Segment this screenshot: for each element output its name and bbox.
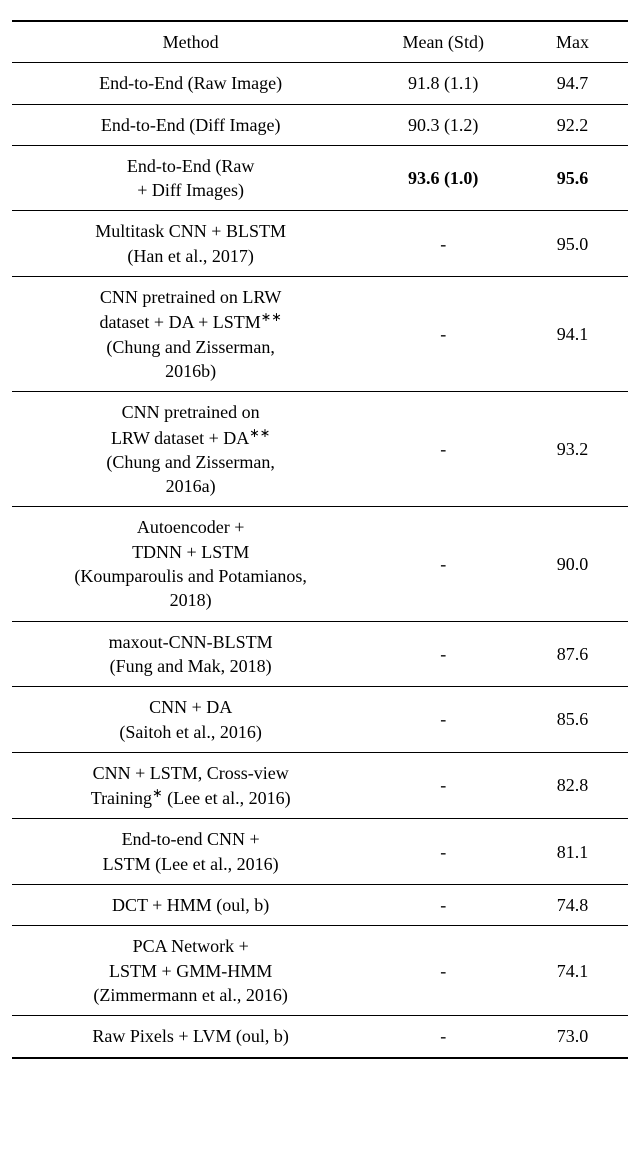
method-cell: Autoencoder +TDNN + LSTM(Koumparoulis an… xyxy=(12,507,369,621)
max-cell: 87.6 xyxy=(517,621,628,687)
table-row: End-to-End (Raw+ Diff Images)93.6 (1.0)9… xyxy=(12,145,628,211)
method-cell: CNN + DA(Saitoh et al., 2016) xyxy=(12,687,369,753)
table-row: maxout-CNN-BLSTM(Fung and Mak, 2018)-87.… xyxy=(12,621,628,687)
mean-cell: - xyxy=(369,211,517,277)
table-row: End-to-End (Diff Image)90.3 (1.2)92.2 xyxy=(12,104,628,145)
mean-cell: 91.8 (1.1) xyxy=(369,63,517,104)
table-row: CNN pretrained on LRWdataset + DA + LSTM… xyxy=(12,277,628,392)
max-cell: 81.1 xyxy=(517,819,628,885)
method-cell: End-to-End (Raw Image) xyxy=(12,63,369,104)
mean-cell: 93.6 (1.0) xyxy=(369,145,517,211)
mean-cell: 90.3 (1.2) xyxy=(369,104,517,145)
results-table: Method Mean (Std) Max End-to-End (Raw Im… xyxy=(12,20,628,1059)
method-cell: maxout-CNN-BLSTM(Fung and Mak, 2018) xyxy=(12,621,369,687)
max-cell: 94.7 xyxy=(517,63,628,104)
method-cell: DCT + HMM (oul, b) xyxy=(12,885,369,926)
table-row: Autoencoder +TDNN + LSTM(Koumparoulis an… xyxy=(12,507,628,621)
mean-cell: - xyxy=(369,819,517,885)
mean-cell: - xyxy=(369,687,517,753)
table-row: End-to-End (Raw Image)91.8 (1.1)94.7 xyxy=(12,63,628,104)
mean-cell: - xyxy=(369,926,517,1016)
table-row: Multitask CNN + BLSTM(Han et al., 2017)-… xyxy=(12,211,628,277)
table-header-row: Method Mean (Std) Max xyxy=(12,21,628,63)
col-header-mean: Mean (Std) xyxy=(369,21,517,63)
table-bottom-rule xyxy=(12,1058,628,1059)
max-cell: 74.8 xyxy=(517,885,628,926)
table-body: End-to-End (Raw Image)91.8 (1.1)94.7End-… xyxy=(12,63,628,1058)
method-cell: Multitask CNN + BLSTM(Han et al., 2017) xyxy=(12,211,369,277)
mean-cell: - xyxy=(369,1016,517,1058)
method-cell: End-to-end CNN +LSTM (Lee et al., 2016) xyxy=(12,819,369,885)
mean-cell: - xyxy=(369,752,517,819)
method-cell: Raw Pixels + LVM (oul, b) xyxy=(12,1016,369,1058)
method-cell: End-to-End (Raw+ Diff Images) xyxy=(12,145,369,211)
table-row: CNN pretrained onLRW dataset + DA∗∗(Chun… xyxy=(12,392,628,507)
table-row: DCT + HMM (oul, b)-74.8 xyxy=(12,885,628,926)
mean-cell: - xyxy=(369,885,517,926)
max-cell: 93.2 xyxy=(517,392,628,507)
mean-cell: - xyxy=(369,277,517,392)
table-row: PCA Network +LSTM + GMM-HMM(Zimmermann e… xyxy=(12,926,628,1016)
max-cell: 95.0 xyxy=(517,211,628,277)
max-cell: 82.8 xyxy=(517,752,628,819)
mean-cell: - xyxy=(369,621,517,687)
table-row: Raw Pixels + LVM (oul, b)-73.0 xyxy=(12,1016,628,1058)
method-cell: End-to-End (Diff Image) xyxy=(12,104,369,145)
method-cell: CNN pretrained onLRW dataset + DA∗∗(Chun… xyxy=(12,392,369,507)
table-row: CNN + LSTM, Cross-viewTraining∗ (Lee et … xyxy=(12,752,628,819)
table-row: End-to-end CNN +LSTM (Lee et al., 2016)-… xyxy=(12,819,628,885)
max-cell: 74.1 xyxy=(517,926,628,1016)
max-cell: 94.1 xyxy=(517,277,628,392)
method-cell: CNN + LSTM, Cross-viewTraining∗ (Lee et … xyxy=(12,752,369,819)
max-cell: 92.2 xyxy=(517,104,628,145)
max-cell: 90.0 xyxy=(517,507,628,621)
max-cell: 73.0 xyxy=(517,1016,628,1058)
max-cell: 85.6 xyxy=(517,687,628,753)
table-row: CNN + DA(Saitoh et al., 2016)-85.6 xyxy=(12,687,628,753)
col-header-max: Max xyxy=(517,21,628,63)
method-cell: PCA Network +LSTM + GMM-HMM(Zimmermann e… xyxy=(12,926,369,1016)
max-cell: 95.6 xyxy=(517,145,628,211)
method-cell: CNN pretrained on LRWdataset + DA + LSTM… xyxy=(12,277,369,392)
col-header-method: Method xyxy=(12,21,369,63)
mean-cell: - xyxy=(369,507,517,621)
mean-cell: - xyxy=(369,392,517,507)
